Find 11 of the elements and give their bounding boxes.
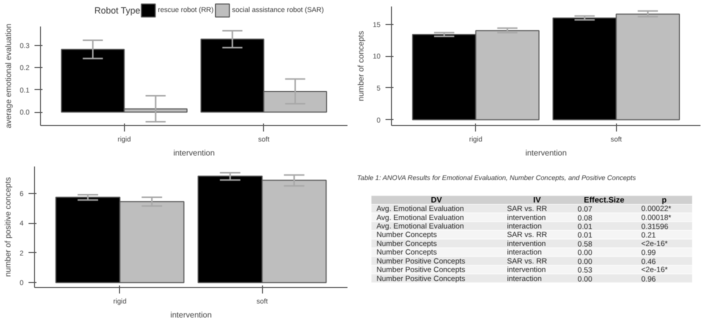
x-axis-title: intervention bbox=[170, 310, 212, 320]
x-axis-title: intervention bbox=[173, 148, 215, 158]
y-axis-title: average emotional evaluation bbox=[4, 24, 13, 128]
category-label: Effect.Size bbox=[584, 195, 625, 204]
x-axis-title: intervention bbox=[525, 148, 567, 158]
y-axis-title: number of concepts bbox=[356, 30, 366, 102]
legend-title: Robot Type bbox=[94, 6, 140, 16]
y-axis-title: number of positive concepts bbox=[4, 177, 13, 277]
category-label: IV bbox=[533, 195, 542, 204]
category-label: p bbox=[662, 195, 667, 204]
category-label: DV bbox=[430, 195, 443, 204]
